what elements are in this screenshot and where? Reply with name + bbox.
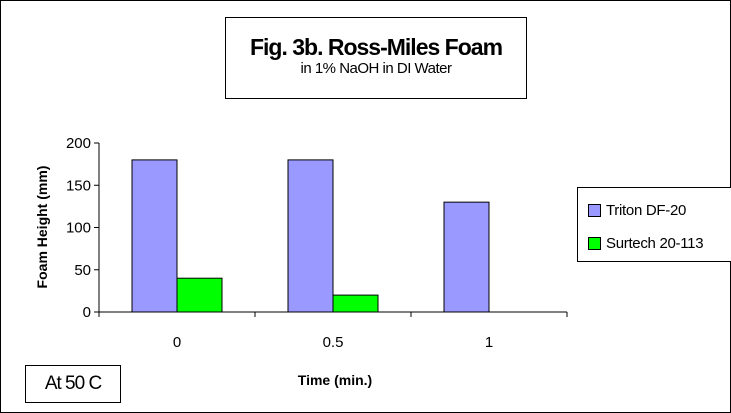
legend-item-surtech: Surtech 20-113 [588,233,704,253]
y-tick-label: 100 [66,220,91,237]
bar-triton-df-20-0-5 [287,159,334,313]
legend-item-triton: Triton DF-20 [588,200,686,220]
legend-label-triton: Triton DF-20 [606,201,687,219]
y-tick-label: 50 [74,262,91,279]
chart-title: Fig. 3b. Ross-Miles Foam [249,34,503,60]
legend-label-surtech: Surtech 20-113 [606,234,704,252]
x-tick-label: 0.5 [323,334,344,351]
y-tick-label: 200 [66,135,91,152]
y-ticks-group: 0 50 100 150 200 [66,135,99,321]
legend-swatch-surtech [588,236,601,250]
x-tick-label: 1 [485,334,493,351]
bar-triton-df-20-0 [131,159,178,313]
bar-surtech-20-113-0-5 [332,294,379,313]
y-tick-label: 150 [66,177,91,194]
legend-swatch-triton [588,203,601,217]
bars-group [131,159,490,313]
x-tick-label: 0 [173,334,181,351]
x-axis-title: Time (min.) [298,372,372,388]
y-tick-label: 0 [83,304,91,321]
chart-title-box: Fig. 3b. Ross-Miles Foam in 1% NaOH in D… [225,17,527,99]
bar-triton-df-20-1 [443,201,490,313]
legend: Triton DF-20 Surtech 20-113 [577,187,731,262]
temperature-note: At 50 C [25,365,121,403]
y-axis-title: Foam Height (mm) [34,166,50,289]
bar-surtech-20-113-0 [176,277,223,313]
x-ticks-group: 0 0.5 1 [98,312,568,351]
chart-subtitle: in 1% NaOH in DI Water [300,60,453,77]
